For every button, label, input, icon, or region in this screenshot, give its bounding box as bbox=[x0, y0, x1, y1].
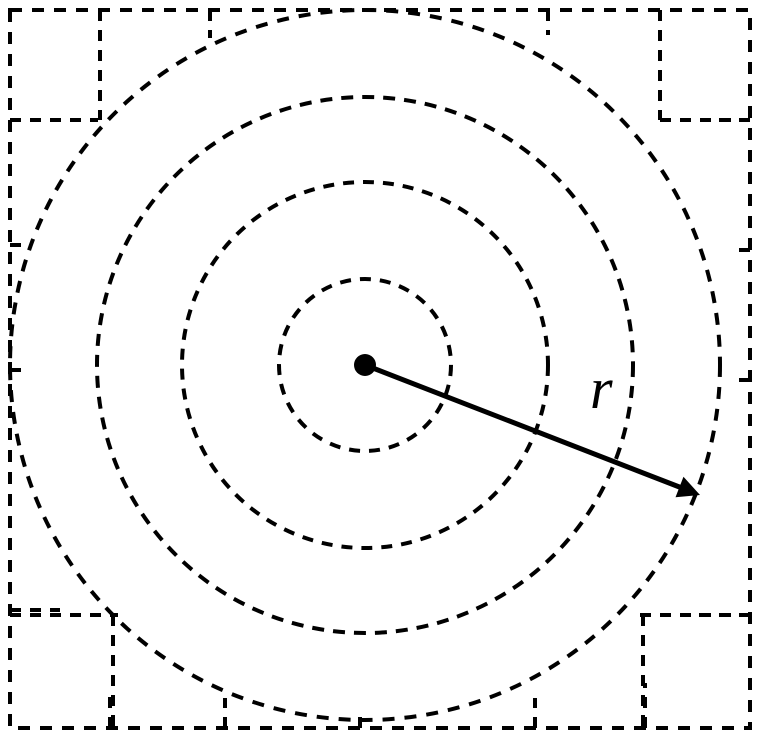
radius-label: r bbox=[590, 355, 613, 422]
radius-arrow-line bbox=[365, 365, 684, 489]
diagram-container: r bbox=[0, 0, 759, 737]
diagram-svg bbox=[0, 0, 759, 737]
